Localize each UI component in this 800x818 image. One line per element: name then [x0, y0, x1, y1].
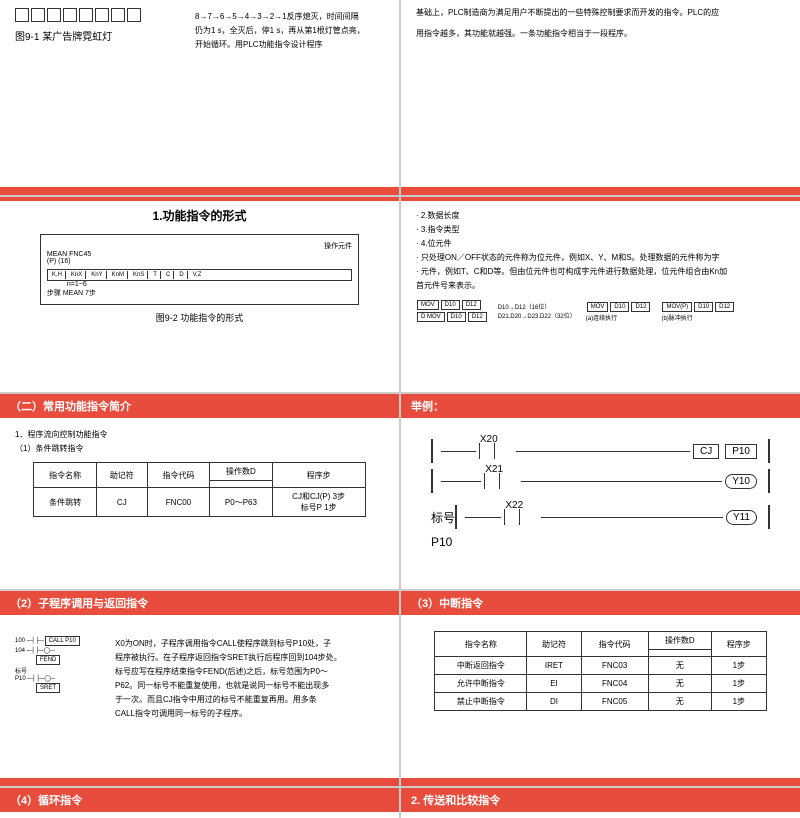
diag: MOVD10D12 D MOVD10D12 [416, 299, 488, 323]
caption: 图9-2 功能指令的形式 [0, 311, 399, 324]
diagram: 操作元件 MEAN FNC45 (P) (16) K,H KnX KnY KnM… [40, 234, 359, 305]
footer-bar [401, 778, 800, 786]
header: （3）中断指令 [401, 591, 800, 615]
text: 标号应写在程序结束指令FEND(后述)之后，标号范围为P0～ [115, 666, 384, 677]
header: 2. 传送和比较指令 [401, 788, 800, 812]
diag-label: D10→D12（16位） D21.D20→D23.D22（32位） [498, 302, 576, 320]
footer-bar [0, 187, 399, 195]
header: （二）常用功能指令简介 [0, 394, 399, 418]
slide-3: 1.功能指令的形式 操作元件 MEAN FNC45 (P) (16) K,H K… [0, 197, 399, 392]
item: · 2.数据长度 [416, 210, 785, 221]
interrupt-table: 指令名称 助记符 指令代码 操作数D 程序步 中断返回指令IRETFNC03无1… [434, 631, 766, 711]
text: 于一次。而且CJ指令中用过的标号不能重复再用。用多条 [115, 694, 384, 705]
footer-bar [401, 187, 800, 195]
header: 举例： [401, 394, 800, 418]
slide-1: 图9-1 某广告牌霓虹灯 8→7→6→5→4→3→2→1反序熄灭，时间间隔 仍为… [0, 0, 399, 195]
item: · 只处理ON／OFF状态的元件称为位元件，例如X、Y、M和S。处理数据的元件称… [416, 252, 785, 263]
item: 首元件号来表示。 [416, 280, 785, 291]
ladder-mini: 100 ─┤├─CALL P10 104 ─┤├─◯─ FEND 标号P10 ─… [15, 635, 105, 722]
slide-4: · 2.数据长度 · 3.指令类型 · 4.位元件 · 只处理ON／OFF状态的… [401, 197, 800, 392]
text: 开始循环。用PLC功能指令设计程序 [195, 39, 374, 50]
item: · 4.位元件 [416, 238, 785, 249]
text: （1）条件跳转指令 [15, 443, 384, 454]
header: （4）循环指令 [0, 788, 399, 812]
footer-bar [0, 778, 399, 786]
title: 1.功能指令的形式 [0, 207, 399, 224]
diag: MOV(P)D10D12 (b)脉冲执行 [661, 301, 735, 322]
text: P62。同一标号不能重复使用，也就是说同一标号不能出现多 [115, 680, 384, 691]
slide-9: （4）循环指令 [0, 788, 399, 818]
item: · 3.指令类型 [416, 224, 785, 235]
slide-5: （二）常用功能指令简介 1．程序流向控制功能指令 （1）条件跳转指令 指令名称 … [0, 394, 399, 589]
text: 基础上，PLC制造商为满足用户不断提出的一些特殊控制要求而开发的指令。PLC的应 [416, 7, 785, 18]
slide-10: 2. 传送和比较指令 [401, 788, 800, 818]
item: · 元件，例如T、C和D等。但由位元件也可构成字元件进行数据处理，位元件组合由K… [416, 266, 785, 277]
text: X0为ON时，子程序调用指令CALL使程序跳到标号P10处，子 [115, 638, 384, 649]
text: CALL指令可调用同一标号的子程序。 [115, 708, 384, 719]
slide-7: （2）子程序调用与返回指令 100 ─┤├─CALL P10 104 ─┤├─◯… [0, 591, 399, 786]
slide-2: 基础上，PLC制造商为满足用户不断提出的一些特殊控制要求而开发的指令。PLC的应… [401, 0, 800, 195]
ladder-diagram: X20 CJ P10 X21 Y10 标号 X22 Y11 P1 [401, 418, 800, 564]
instruction-table: 指令名称 助记符 指令代码 操作数D 程序步 条件跳转CJFNC00 P0～P6… [33, 462, 365, 517]
text: 1．程序流向控制功能指令 [15, 429, 384, 440]
text: 程序被执行。在子程序返回指令SRET执行后程序回到104步处。 [115, 652, 384, 663]
diag: MOVD10D12 (a)连续执行 [586, 301, 652, 322]
text: 用指令越多，其功能就越强。一条功能指令相当于一段程序。 [416, 28, 785, 39]
text: 8→7→6→5→4→3→2→1反序熄灭，时间间隔 [195, 11, 374, 22]
slide-8: （3）中断指令 指令名称 助记符 指令代码 操作数D 程序步 中断返回指令IRE… [401, 591, 800, 786]
text: 仍为1 s，全灭后，停1 s，再从第1根灯管点亮， [195, 25, 374, 36]
slide-6: 举例： X20 CJ P10 X21 Y10 标号 X22 [401, 394, 800, 589]
header: （2）子程序调用与返回指令 [0, 591, 399, 615]
